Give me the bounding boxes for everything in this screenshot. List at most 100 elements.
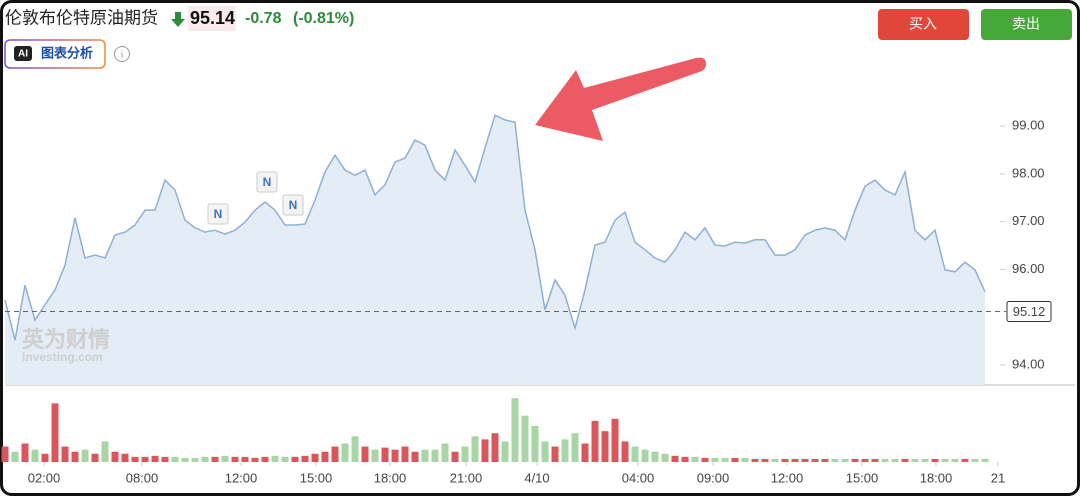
- volume-bar: [291, 456, 299, 462]
- volume-bar: [901, 458, 909, 462]
- volume-bar: [221, 455, 229, 462]
- volume-bar: [261, 456, 269, 462]
- volume-bar: [281, 456, 289, 462]
- volume-bar: [61, 446, 69, 462]
- news-box[interactable]: [282, 194, 304, 216]
- x-tick-label: 21: [991, 470, 1005, 485]
- volume-bar: [181, 457, 189, 462]
- buy-button[interactable]: [878, 9, 969, 40]
- y-tick-label: 97.00: [1012, 213, 1045, 228]
- x-tick-label: 08:00: [126, 470, 159, 485]
- news-marker[interactable]: N: [214, 207, 223, 221]
- volume-bar: [961, 458, 969, 462]
- volume-bar: [821, 458, 829, 462]
- volume-bar: [421, 449, 429, 462]
- volume-bar: [251, 457, 259, 462]
- down-arrow: [171, 12, 185, 27]
- last-price-label: 95.12: [1013, 304, 1046, 319]
- volume-bar: [541, 441, 549, 462]
- x-tick-label: 18:00: [920, 470, 953, 485]
- volume-bar: [681, 456, 689, 462]
- watermark-en: Investing.com: [22, 350, 103, 364]
- volume-bar: [321, 451, 329, 462]
- volume-bar: [71, 451, 79, 462]
- x-tick-label: 15:00: [300, 470, 333, 485]
- volume-bar: [731, 457, 739, 462]
- volume-bar: [581, 443, 589, 462]
- volume-bar: [621, 441, 629, 462]
- ai-icon: [14, 46, 32, 61]
- y-tick-label: 94.00: [1012, 356, 1045, 371]
- volume-bar: [691, 456, 699, 462]
- x-tick-label: 04:00: [622, 470, 655, 485]
- volume-bar: [841, 458, 849, 462]
- volume-bar: [641, 449, 649, 462]
- volume-bar: [511, 398, 519, 462]
- volume-bar: [531, 426, 539, 462]
- volume-bar: [391, 449, 399, 462]
- buy-label[interactable]: 买入: [909, 16, 937, 32]
- news-box[interactable]: [256, 171, 278, 193]
- info-icon[interactable]: [114, 46, 130, 62]
- price-area: [5, 115, 985, 386]
- volume-bar: [461, 446, 469, 462]
- volume-bar: [481, 439, 489, 462]
- volume-bar: [591, 420, 599, 462]
- ai-label[interactable]: 图表分析: [41, 45, 93, 60]
- volume-bar: [151, 455, 159, 462]
- volume-bar: [751, 458, 759, 462]
- volume-bar: [891, 458, 899, 462]
- volume-bar: [881, 458, 889, 462]
- news-marker[interactable]: N: [289, 198, 298, 212]
- volume-bar: [91, 453, 99, 462]
- volume-bar: [341, 443, 349, 462]
- x-tick-label: 18:00: [374, 470, 407, 485]
- volume-bar: [271, 455, 279, 462]
- volume-bar: [671, 455, 679, 462]
- volume-bar: [951, 458, 959, 462]
- volume-bar: [741, 457, 749, 462]
- volume-bar: [911, 458, 919, 462]
- volume-bar: [301, 455, 309, 462]
- price-line: [4, 114, 986, 341]
- volume-bar: [431, 449, 439, 462]
- y-tick-label: 96.00: [1012, 261, 1045, 276]
- watermark-cn: 英为财情: [22, 327, 110, 352]
- sell-button[interactable]: [981, 9, 1072, 40]
- volume-bar: [121, 453, 129, 462]
- annotation-arrow: [535, 57, 706, 141]
- volume-bar: [811, 458, 819, 462]
- sell-label[interactable]: 卖出: [1012, 16, 1040, 32]
- volume-bar: [661, 453, 669, 462]
- volume-bar: [921, 458, 929, 462]
- x-tick-label: 12:00: [225, 470, 258, 485]
- volume-bar: [931, 458, 939, 462]
- volume-bar: [611, 418, 619, 462]
- change-pct: (-0.81%): [293, 10, 354, 27]
- volume-bar: [361, 446, 369, 462]
- volume-bar: [161, 456, 169, 462]
- volume-bar: [371, 449, 379, 462]
- volume-bar: [941, 458, 949, 462]
- x-tick-label: 02:00: [28, 470, 61, 485]
- volume-bar: [401, 446, 409, 462]
- news-markers: N N N: [207, 171, 304, 225]
- volume-bar: [351, 436, 359, 462]
- x-tick-label: 21:00: [450, 470, 483, 485]
- volume-bar: [11, 451, 19, 462]
- volume-bar: [781, 458, 789, 462]
- volume-bar: [331, 446, 339, 462]
- volume-bar: [441, 443, 449, 462]
- x-tick-label: 09:00: [697, 470, 730, 485]
- news-box[interactable]: [207, 203, 229, 225]
- volume-bar: [791, 458, 799, 462]
- volume-bar: [471, 436, 479, 462]
- news-marker[interactable]: N: [263, 175, 272, 189]
- info-i: i: [121, 50, 123, 61]
- ai-icon-text: AI: [18, 49, 28, 60]
- volume-bar: [41, 453, 49, 462]
- volume-bar: [971, 458, 979, 462]
- volume-bar: [711, 457, 719, 462]
- x-tick-label: 15:00: [846, 470, 879, 485]
